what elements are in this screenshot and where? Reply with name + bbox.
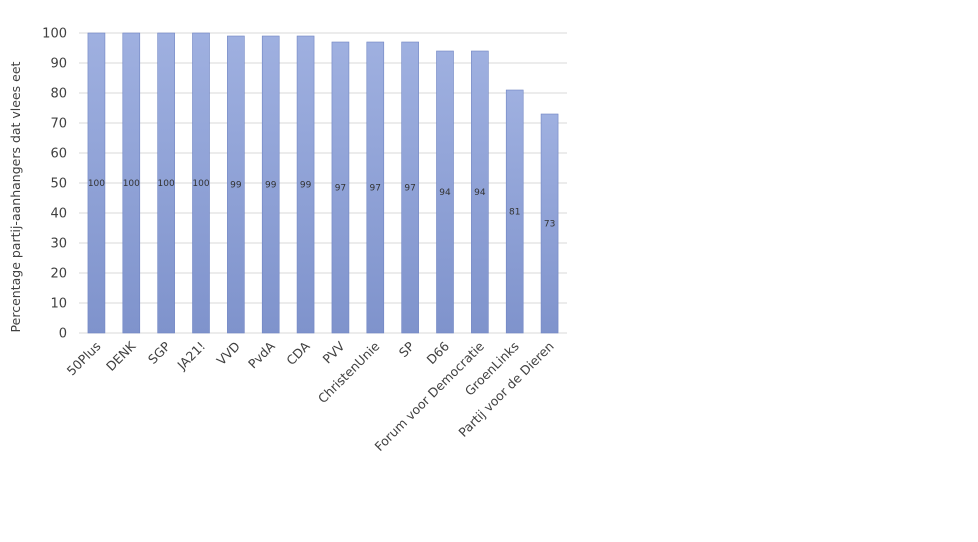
data-label: 73 — [544, 220, 555, 230]
data-label: 81 — [509, 208, 520, 218]
data-label: 97 — [404, 184, 415, 194]
x-tick-label: 50Plus — [64, 339, 104, 379]
data-label: 100 — [88, 179, 105, 189]
y-tick-label: 80 — [50, 87, 67, 102]
x-tick-label: CDA — [283, 338, 313, 368]
bar-vvd — [227, 35, 245, 334]
x-tick-label: D66 — [423, 338, 452, 367]
y-tick-label: 90 — [50, 57, 67, 72]
data-label: 94 — [474, 188, 486, 198]
bar-sp — [401, 41, 419, 334]
bar-forum-voor-democratie — [471, 50, 489, 334]
x-tick-label: SGP — [145, 338, 174, 367]
bar-denk — [122, 32, 141, 334]
bar-d66 — [436, 50, 454, 334]
x-tick-label: SP — [396, 338, 418, 360]
gridlines — [79, 32, 567, 334]
bar-pvv — [331, 41, 350, 334]
y-tick-label: 70 — [50, 117, 67, 132]
bars — [87, 32, 559, 334]
data-label: 100 — [158, 179, 175, 189]
data-label: 99 — [230, 181, 242, 191]
x-tick-label: PVV — [320, 338, 348, 366]
x-tick-label: DENK — [103, 338, 139, 374]
y-tick-label: 0 — [59, 327, 67, 342]
x-tick-label: VVD — [213, 339, 243, 369]
bar-partij-voor-de-dieren — [540, 113, 559, 334]
x-tick-label: PvdA — [245, 338, 278, 371]
data-label: 100 — [192, 179, 209, 189]
x-axis-ticks: 50Plus DENK SGP JA21! VVD PvdA CDA PVVChristenU… — [64, 338, 557, 454]
y-tick-label: 30 — [50, 237, 67, 252]
bar-sgp — [157, 32, 175, 334]
data-label: 99 — [300, 181, 312, 191]
y-tick-label: 60 — [50, 147, 67, 162]
data-label: 100 — [123, 179, 140, 189]
y-tick-label: 40 — [50, 207, 67, 222]
data-label: 97 — [370, 184, 381, 194]
bar-cda — [296, 35, 315, 334]
bar-pvda — [261, 35, 280, 334]
y-axis-title: Percentage partij-aanhangers dat vlees e… — [8, 61, 23, 332]
y-tick-label: 100 — [42, 27, 67, 42]
x-tick-label: JA21! — [174, 339, 209, 374]
bar-ja21- — [192, 32, 210, 334]
data-label: 94 — [439, 188, 451, 198]
y-tick-label: 20 — [50, 267, 67, 282]
y-tick-label: 10 — [50, 297, 67, 312]
bar-groenlinks — [505, 89, 524, 334]
data-labels: 100 100 100 100 99 99 99 97 97 97 94 94 81 73 — [88, 179, 555, 230]
bar-50plus — [87, 32, 106, 334]
x-tick-label: ChristenUnie — [315, 338, 383, 406]
data-label: 97 — [335, 184, 346, 194]
bar-christenunie — [366, 41, 385, 334]
y-axis-ticks: 0 10 20 30 40 50 60 70 80 90 100 — [42, 27, 67, 342]
y-tick-label: 50 — [50, 177, 67, 192]
data-label: 99 — [265, 181, 277, 191]
